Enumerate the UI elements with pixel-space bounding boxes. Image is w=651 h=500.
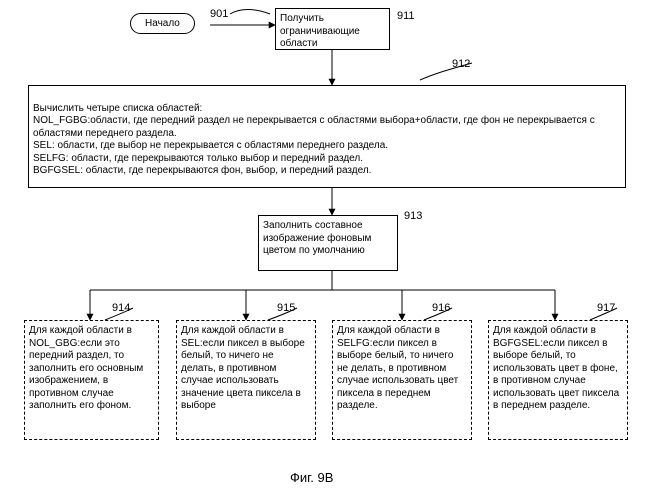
label-913: 913	[402, 210, 424, 222]
label-901-text: 901	[210, 8, 228, 20]
edge-e-lead-901	[230, 10, 270, 15]
node-915: Для каждой области в SEL:если пиксел в в…	[176, 320, 316, 440]
label-901: 901	[208, 8, 230, 20]
node-913: Заполнить составное изображение фоновым …	[258, 215, 398, 271]
label-915-text: 915	[277, 302, 295, 314]
label-917-text: 917	[597, 302, 615, 314]
label-911: 911	[395, 10, 417, 22]
label-915: 915	[275, 302, 297, 314]
node-912-text: Вычислить четыре списка областей: NOL_FG…	[33, 103, 595, 177]
node-914-text: Для каждой области в NOL_GBG:если это пе…	[29, 325, 143, 411]
figure-caption-text: Фиг. 9B	[290, 470, 333, 485]
label-911-text: 911	[397, 10, 415, 22]
node-917-text: Для каждой области в BGFGSEL:если пиксел…	[493, 325, 619, 411]
label-913-text: 913	[404, 210, 422, 222]
node-917: Для каждой области в BGFGSEL:если пиксел…	[488, 320, 628, 440]
node-911-text: Получить ограничивающие области	[280, 13, 360, 49]
node-914: Для каждой области в NOL_GBG:если это пе…	[24, 320, 159, 440]
figure-caption: Фиг. 9B	[290, 470, 333, 485]
start-node: Начало	[130, 13, 195, 34]
label-912: 912	[450, 58, 472, 70]
node-916: Для каждой области в SELFG:если пиксел в…	[332, 320, 472, 440]
label-916-text: 916	[432, 302, 450, 314]
node-913-text: Заполнить составное изображение фоновым …	[263, 220, 371, 256]
node-912: Вычислить четыре списка областей: NOL_FG…	[28, 85, 626, 188]
node-916-text: Для каждой области в SELFG:если пиксел в…	[337, 325, 458, 411]
label-917: 917	[595, 302, 617, 314]
label-914: 914	[110, 302, 132, 314]
label-916: 916	[430, 302, 452, 314]
label-912-text: 912	[452, 58, 470, 70]
node-911: Получить ограничивающие области	[275, 8, 390, 50]
node-915-text: Для каждой области в SEL:если пиксел в в…	[181, 325, 305, 411]
label-914-text: 914	[112, 302, 130, 314]
start-label: Начало	[145, 18, 180, 29]
